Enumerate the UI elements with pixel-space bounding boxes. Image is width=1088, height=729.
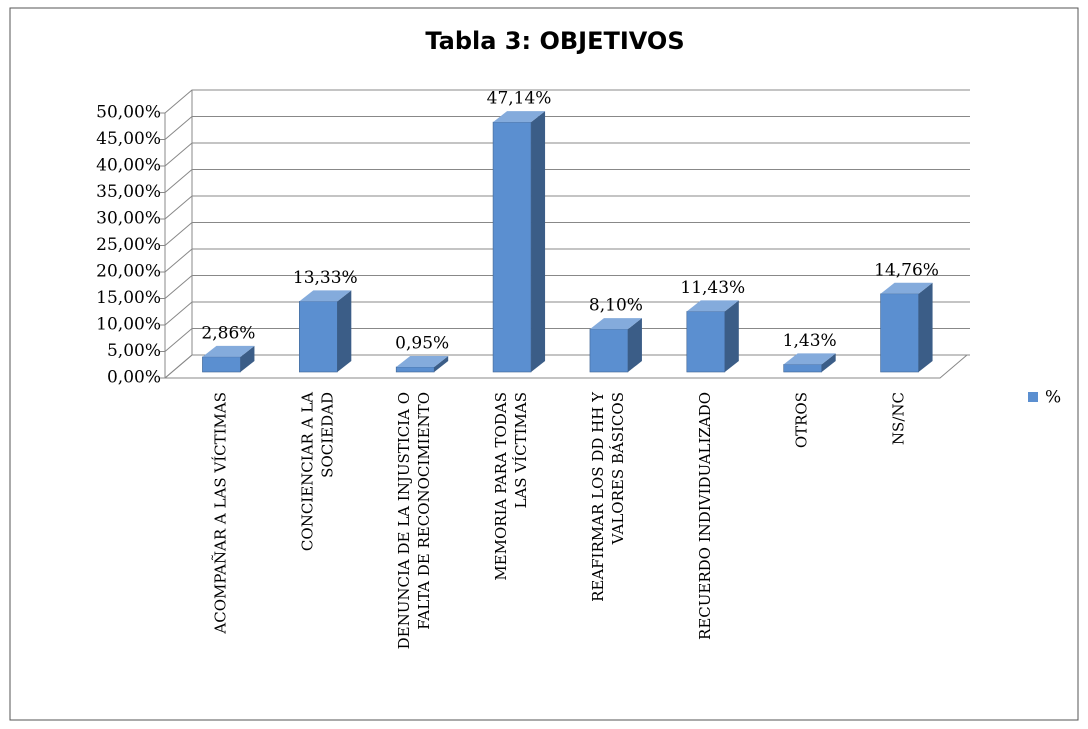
bar-top [493, 111, 546, 123]
bar-top [299, 290, 352, 302]
bar [589, 318, 642, 373]
x-tick-label-line: MEMORIA PARA TODAS [492, 392, 510, 581]
y-tick-label: 20,00% [96, 262, 161, 282]
bar-top [783, 353, 836, 365]
x-tick-label: MEMORIA PARA TODAS LAS VÍCTIMAS [492, 392, 530, 581]
bar-front [589, 328, 629, 373]
y-tick-label: 0,00% [107, 368, 161, 388]
bar-side [627, 318, 642, 372]
legend-label: % [1045, 388, 1061, 408]
bar [299, 290, 352, 373]
grid-line [164, 89, 970, 114]
x-tick-label: REAFIRMAR LOS DD HH Y VALORES BÁSICOS [589, 391, 627, 602]
data-label: 11,43% [680, 278, 745, 298]
x-tick-label-line: LAS VÍCTIMAS [512, 392, 530, 508]
data-label: 8,10% [589, 296, 643, 316]
y-tick-label: 10,00% [96, 315, 161, 335]
bar [202, 345, 255, 373]
grid-line [164, 275, 970, 299]
bar-side [724, 300, 739, 372]
y-tick-label: 40,00% [96, 156, 161, 176]
data-label: 47,14% [487, 89, 552, 109]
bar-side [531, 111, 546, 373]
y-tick-label: 30,00% [96, 209, 161, 229]
grid-line [164, 222, 970, 246]
y-tick-label: 35,00% [96, 182, 161, 202]
bar [783, 353, 836, 373]
data-label: 2,86% [201, 323, 255, 343]
x-tick-label: NS/NC [890, 392, 908, 445]
y-tick-label: 5,00% [107, 341, 161, 361]
grid-line [164, 116, 970, 140]
y-tick-label: 25,00% [96, 235, 161, 255]
bar-front [202, 356, 241, 373]
x-tick-label: OTROS [793, 392, 811, 448]
bar-top [880, 282, 933, 294]
chart-title: Tabla 3: OBJETIVOS [425, 27, 684, 55]
bar-front [880, 293, 919, 373]
x-tick-label: CONCIENCIAR A LA SOCIEDAD [298, 392, 336, 551]
bar-side [240, 345, 255, 372]
bar-front [492, 121, 532, 373]
x-tick-label: DENUNCIA DE LA INJUSTICIA O FALTA DE RECO… [395, 392, 433, 649]
grid-line [164, 248, 970, 273]
bar-front [395, 366, 435, 373]
bar [880, 282, 933, 373]
y-tick-label: 15,00% [96, 288, 161, 308]
x-tick-label: ACOMPAÑAR A LAS VÍCTIMAS [211, 392, 229, 635]
grid-line [164, 195, 970, 220]
grid-line [164, 169, 970, 193]
data-label: 13,33% [293, 268, 358, 288]
legend-swatch [1028, 392, 1038, 402]
bar-side [821, 353, 836, 372]
y-tick-label: 45,00% [96, 129, 161, 149]
x-tick-label-line: CONCIENCIAR A LA [298, 392, 316, 551]
bar-front [686, 311, 726, 373]
bar-top [202, 345, 255, 357]
x-tick-label-line: FALTA DE RECONOCIMIENTO [415, 392, 433, 630]
bar [492, 111, 546, 373]
floor [163, 354, 969, 379]
x-tick-label-line: DENUNCIA DE LA INJUSTICIA O [395, 392, 413, 649]
y-tick-label: 50,00% [96, 103, 161, 123]
bar-side [337, 290, 352, 372]
bar-front [783, 364, 822, 373]
data-label: 1,43% [783, 331, 837, 351]
bar [395, 355, 449, 373]
x-tick-label-line: SOCIEDAD [318, 392, 336, 478]
bar-front [299, 301, 338, 373]
x-tick-label-line: REAFIRMAR LOS DD HH Y [589, 391, 607, 602]
data-label: 14,76% [874, 260, 939, 280]
data-label: 0,95% [395, 333, 449, 353]
grid-line [164, 142, 970, 167]
bar-top [396, 355, 449, 367]
bar-side [434, 355, 449, 372]
bar-side [918, 282, 933, 372]
x-tick-label-line: VALORES BÁSICOS [609, 392, 627, 545]
bar-top [589, 318, 642, 330]
bar [686, 300, 739, 373]
bar-top [686, 300, 739, 312]
x-tick-label: RECUERDO INDIVIDUALIZADO [696, 392, 714, 640]
